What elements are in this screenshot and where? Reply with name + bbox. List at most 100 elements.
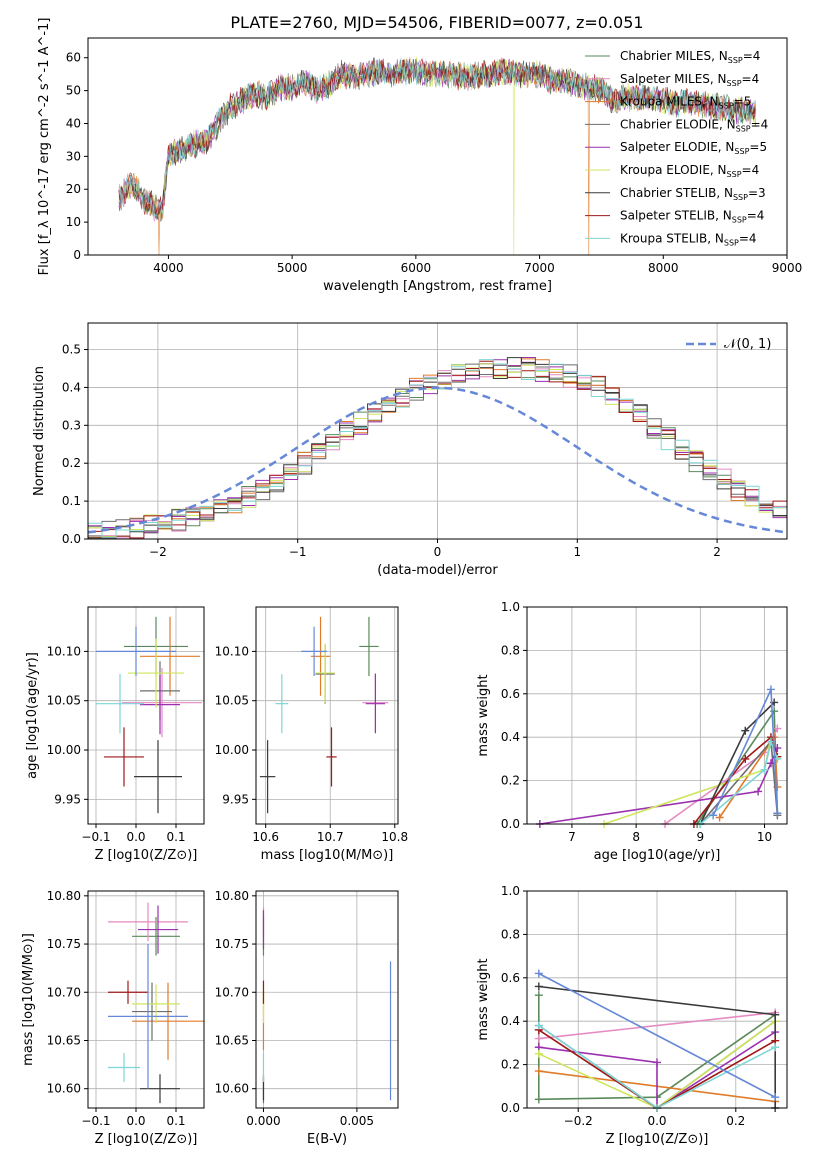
y-axis-label: mass weight [476, 674, 491, 756]
y-tick-label: 10.10 [215, 644, 249, 658]
figure-title: PLATE=2760, MJD=54506, FIBERID=0077, z=0… [230, 13, 643, 32]
x-tick-label: 0.1 [166, 830, 185, 844]
y-tick-label: 0.6 [501, 687, 520, 701]
age-vs-metallicity-panel: −0.1 0.0 0.1 9.95 10.00 10.05 10.10 Z [log10(Z/… [25, 606, 205, 863]
y-tick-label: 0.2 [501, 1058, 520, 1072]
plot-frame [255, 890, 399, 1109]
spectrum-line-kroupa-miles [118, 57, 757, 255]
legend-entry: Chabrier ELODIE, NSSP=4 [620, 117, 768, 133]
x-tick-label: −0.2 [564, 1114, 593, 1128]
plus-marker [766, 685, 775, 694]
x-tick-label: −0.1 [81, 830, 110, 844]
y-tick-label: 10.05 [215, 694, 249, 708]
y-tick-label: 10.00 [47, 743, 81, 757]
legend-entry: Kroupa ELODIE, NSSP=4 [620, 163, 759, 179]
y-tick-label: 10.75 [47, 937, 81, 951]
plus-marker [771, 1010, 780, 1019]
x-axis-label: mass [log10(M/M⊙)] [261, 848, 394, 863]
y-tick-label: 0.4 [501, 730, 520, 744]
plot-frame [255, 606, 399, 825]
x-axis-label: age [log10(age/yr)] [594, 848, 721, 863]
mass-weight-vs-age-panel: 7 8 9 10 0.0 0.2 0.4 0.6 0.8 1.0 age [log10(age/yr… [476, 600, 788, 863]
x-tick-label: 7 [568, 830, 576, 844]
y-tick-label: 10.60 [47, 1082, 81, 1096]
mass-weight-line-normal_curve [538, 972, 776, 1098]
plus-marker [773, 724, 782, 733]
y-tick-label: 0.4 [501, 1014, 520, 1028]
x-tick-label: 0.0 [647, 1114, 666, 1128]
x-tick-label: 0.000 [246, 1114, 280, 1128]
age-vs-mass-panel: 10.6 10.7 10.8 9.95 10.00 10.05 10.10 mass [log… [215, 606, 408, 863]
y-tick-label: 10.10 [47, 644, 81, 658]
plus-marker [534, 1067, 543, 1076]
legend-entry: Kroupa MILES, NSSP=5 [620, 95, 751, 111]
y-tick-label: 0.2 [62, 456, 81, 470]
plus-marker [766, 759, 775, 768]
legend-entry: 𝒩(0, 1) [724, 337, 771, 352]
x-tick-label: 0 [434, 545, 442, 559]
normal-curve [87, 386, 788, 534]
x-axis-label: (data-model)/error [377, 563, 498, 578]
y-tick-label: 0.2 [501, 774, 520, 788]
legend-entry: Salpeter ELODIE, NSSP=5 [620, 140, 767, 156]
mass-vs-metallicity-panel: −0.1 0.0 0.1 10.60 10.65 10.70 10.75 10.80 Z [lo… [21, 889, 205, 1147]
y-tick-label: 0.0 [501, 817, 520, 831]
y-tick-label: 10.75 [215, 937, 249, 951]
y-tick-label: 10.70 [47, 985, 81, 999]
plus-marker [534, 1049, 543, 1058]
y-tick-label: 0.3 [62, 418, 81, 432]
mass-weight-line-salpeter-elodie [538, 1031, 776, 1110]
y-tick-label: 10.65 [215, 1033, 249, 1047]
mass-weight-line-salpeter-miles [538, 1011, 776, 1040]
spectrum-line-kroupa-elodie [118, 56, 757, 255]
y-tick-label: 0.6 [501, 971, 520, 985]
x-tick-label: 1 [573, 545, 581, 559]
y-tick-label: 60 [66, 51, 81, 65]
x-tick-label: 7000 [524, 261, 555, 275]
x-tick-label: 0.0 [126, 1114, 145, 1128]
plus-marker [709, 811, 718, 820]
y-tick-label: 30 [66, 149, 81, 163]
legend-entry: Chabrier MILES, NSSP=4 [620, 49, 760, 65]
legend-entry: Kroupa STELIB, NSSP=4 [620, 231, 757, 247]
y-tick-label: 10.00 [215, 743, 249, 757]
histogram-kroupa-stelib [88, 359, 787, 538]
y-tick-label: 1.0 [501, 884, 520, 898]
spectrum-lines [118, 56, 757, 255]
y-tick-label: 0.5 [62, 343, 81, 357]
plot-frame [87, 322, 788, 540]
y-axis-label: mass weight [476, 958, 491, 1040]
mass-weight-line-chabrier-elodie [699, 739, 779, 825]
plus-marker [534, 982, 543, 991]
plus-marker [741, 754, 750, 763]
y-tick-label: 0.4 [62, 380, 81, 394]
x-tick-label: 2 [713, 545, 721, 559]
y-tick-label: 0.0 [62, 532, 81, 546]
x-axis-label: Z [log10(Z/Z⊙)] [95, 848, 198, 863]
plus-marker [760, 765, 769, 774]
y-tick-label: 0 [73, 248, 81, 262]
x-axis-label: wavelength [Angstrom, rest frame] [323, 279, 552, 294]
x-tick-label: −2 [149, 545, 167, 559]
plus-marker [534, 1095, 543, 1104]
histogram-chabrier-stelib [88, 357, 787, 539]
plot-frame [526, 606, 788, 825]
spectrum-panel: 4000 5000 6000 7000 8000 9000 0 10 20 30 40 50 60 wav… [37, 18, 802, 294]
y-tick-label: 0.8 [501, 927, 520, 941]
plus-marker [534, 1034, 543, 1043]
y-tick-label: 40 [66, 116, 81, 130]
plus-marker [715, 813, 724, 822]
y-tick-label: 10.05 [47, 694, 81, 708]
mass-vs-ebv-panel: 0.000 0.005 10.60 10.65 10.70 10.75 10.80 E(B-V… [215, 889, 399, 1147]
x-tick-label: 10 [757, 830, 772, 844]
legend-entry: Salpeter MILES, NSSP=4 [620, 72, 759, 88]
x-tick-label: 10.7 [317, 830, 344, 844]
x-tick-label: 4000 [153, 261, 184, 275]
plot-frame [87, 890, 205, 1109]
y-tick-label: 10.80 [215, 889, 249, 903]
x-tick-label: 0.0 [126, 830, 145, 844]
x-tick-label: −1 [289, 545, 307, 559]
x-tick-label: 0.2 [726, 1114, 745, 1128]
x-tick-label: 0.005 [340, 1114, 374, 1128]
